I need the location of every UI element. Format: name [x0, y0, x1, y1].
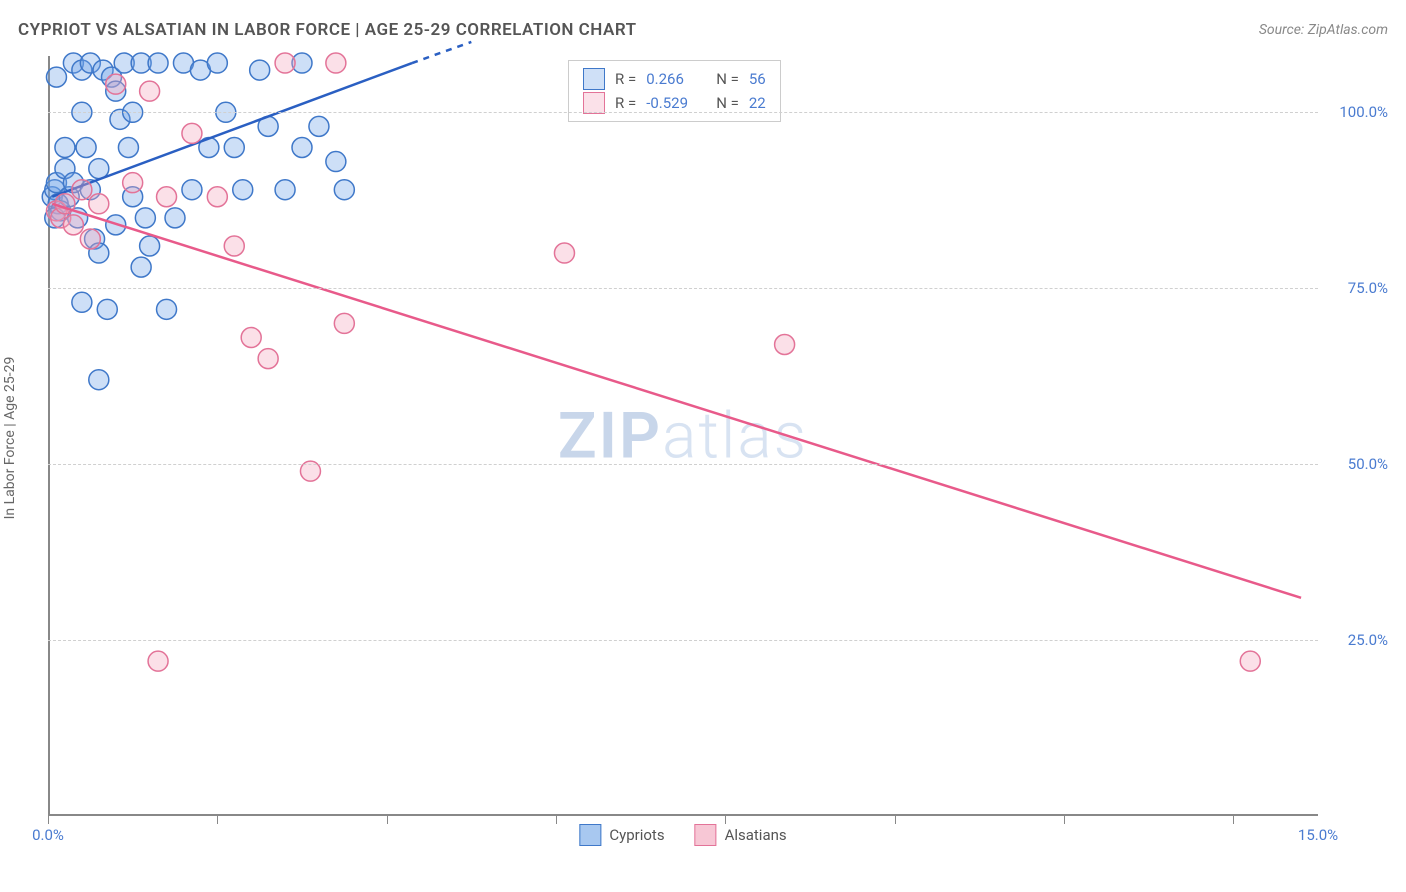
- data-point: [250, 60, 270, 80]
- grid-line: [48, 640, 1318, 641]
- trend-line-dashed: [412, 42, 471, 63]
- data-point: [148, 651, 168, 671]
- data-point: [118, 137, 138, 157]
- data-point: [292, 137, 312, 157]
- legend-n-value: 56: [749, 67, 766, 91]
- data-point: [106, 74, 126, 94]
- x-tick: [387, 816, 388, 824]
- data-point: [63, 215, 83, 235]
- data-point: [46, 67, 66, 87]
- data-point: [326, 152, 346, 172]
- chart-plot-area: ZIPatlas R =0.266N =56R =-0.529N =22 Cyp…: [48, 56, 1318, 816]
- series-legend-label: Alsatians: [725, 826, 787, 844]
- data-point: [165, 208, 185, 228]
- source-attribution: Source: ZipAtlas.com: [1259, 22, 1388, 38]
- chart-title: CYPRIOT VS ALSATIAN IN LABOR FORCE | AGE…: [18, 20, 637, 40]
- y-tick-label: 100.0%: [1339, 103, 1388, 121]
- x-tick: [217, 816, 218, 824]
- data-point: [157, 299, 177, 319]
- series-legend: Cypriots Alsatians: [579, 824, 786, 846]
- data-point: [157, 187, 177, 207]
- legend-r-label: R =: [615, 67, 636, 91]
- chart-header: CYPRIOT VS ALSATIAN IN LABOR FORCE | AGE…: [18, 20, 1388, 40]
- x-tick: [1233, 816, 1234, 824]
- data-point: [135, 208, 155, 228]
- grid-line: [48, 288, 1318, 289]
- legend-r-value: 0.266: [646, 67, 706, 91]
- legend-swatch: [695, 824, 717, 846]
- series-legend-item: Cypriots: [579, 824, 664, 846]
- trend-line: [52, 204, 1301, 598]
- legend-row: R = 0.266 N = 56: [583, 67, 766, 91]
- data-point: [148, 53, 168, 73]
- x-tick-label: 15.0%: [1298, 826, 1338, 844]
- grid-line: [48, 112, 1318, 113]
- data-point: [207, 187, 227, 207]
- data-point: [275, 180, 295, 200]
- data-point: [97, 299, 117, 319]
- y-axis-label: In Labor Force | Age 25-29: [2, 357, 18, 520]
- x-tick: [1064, 816, 1065, 824]
- data-point: [89, 370, 109, 390]
- series-legend-label: Cypriots: [609, 826, 664, 844]
- data-point: [123, 173, 143, 193]
- legend-swatch: [583, 68, 605, 90]
- data-point: [55, 137, 75, 157]
- data-point: [275, 53, 295, 73]
- legend-swatch: [579, 824, 601, 846]
- data-point: [326, 53, 346, 73]
- data-point: [224, 137, 244, 157]
- scatter-svg: [48, 56, 1318, 816]
- data-point: [334, 313, 354, 333]
- data-point: [80, 229, 100, 249]
- data-point: [182, 180, 202, 200]
- legend-n-label: N =: [716, 67, 739, 91]
- data-point: [258, 349, 278, 369]
- x-tick: [725, 816, 726, 824]
- data-point: [207, 53, 227, 73]
- data-point: [233, 180, 253, 200]
- data-point: [554, 243, 574, 263]
- data-point: [775, 335, 795, 355]
- data-point: [140, 81, 160, 101]
- data-point: [182, 123, 202, 143]
- y-tick-label: 75.0%: [1348, 279, 1388, 297]
- y-tick-label: 50.0%: [1348, 455, 1388, 473]
- x-tick: [48, 816, 49, 824]
- series-legend-item: Alsatians: [695, 824, 787, 846]
- x-tick-label: 0.0%: [32, 826, 64, 844]
- grid-line: [48, 464, 1318, 465]
- x-tick: [895, 816, 896, 824]
- data-point: [334, 180, 354, 200]
- legend-swatch: [583, 92, 605, 114]
- x-tick: [556, 816, 557, 824]
- data-point: [140, 236, 160, 256]
- data-point: [309, 116, 329, 136]
- data-point: [224, 236, 244, 256]
- data-point: [241, 327, 261, 347]
- data-point: [131, 257, 151, 277]
- y-tick-label: 25.0%: [1348, 631, 1388, 649]
- data-point: [89, 194, 109, 214]
- data-point: [76, 137, 96, 157]
- data-point: [72, 180, 92, 200]
- data-point: [72, 292, 92, 312]
- data-point: [1240, 651, 1260, 671]
